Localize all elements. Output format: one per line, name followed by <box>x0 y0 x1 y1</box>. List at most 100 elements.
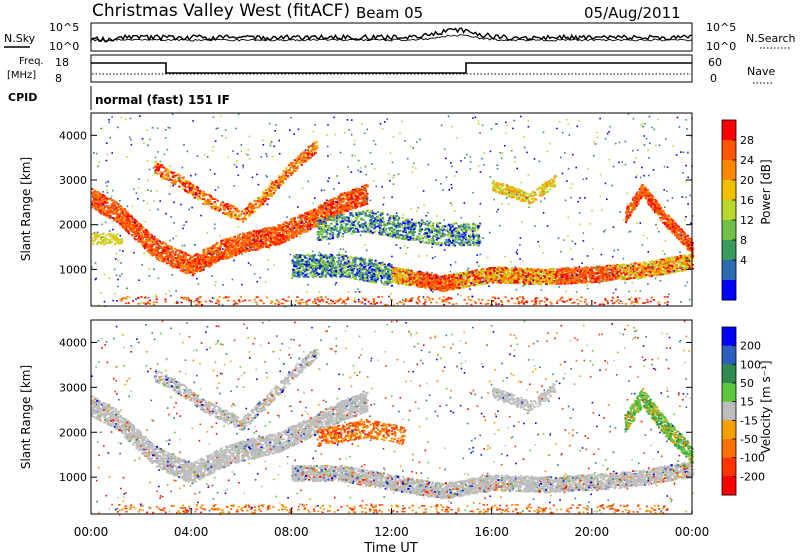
range-cell <box>366 203 368 205</box>
range-cell <box>133 223 135 225</box>
range-cell <box>316 217 318 219</box>
range-cell <box>180 270 182 272</box>
freq-panel-frame <box>91 55 692 82</box>
range-cell <box>288 223 290 225</box>
range-cell <box>334 203 336 205</box>
range-cell <box>122 218 124 220</box>
range-cell <box>148 238 150 240</box>
range-cell <box>216 242 218 244</box>
range-cell <box>333 207 335 209</box>
range-cell <box>91 207 93 209</box>
range-cell <box>266 244 268 246</box>
range-cell <box>158 260 160 262</box>
nsearch-label: N.Search <box>746 32 796 45</box>
range-cell <box>201 262 203 264</box>
range-cell <box>363 187 365 189</box>
cpid-panel: CPID normal (fast) 151 IF <box>8 86 230 110</box>
range-cell <box>115 207 117 209</box>
radar-summary-plot: Christmas Valley West (fitACF) Beam 05 0… <box>0 0 800 554</box>
range-cell <box>226 238 228 240</box>
range-cell <box>339 195 341 197</box>
range-cell <box>311 224 313 226</box>
range-cell <box>232 238 234 240</box>
range-cell <box>298 220 300 222</box>
range-cell <box>113 220 115 222</box>
noise-panel: N.Sky 10^5 10^0 10^5 10^0 N.Search <box>4 21 796 53</box>
range-cell <box>300 230 302 232</box>
nave-label: Nave <box>747 65 775 78</box>
range-cell <box>281 242 283 244</box>
noise-right-tick-low: 10^0 <box>706 40 736 53</box>
range-cell <box>103 213 105 215</box>
freq-tick-high: 18 <box>55 56 69 69</box>
date-label: 05/Aug/2011 <box>584 4 681 22</box>
range-cell <box>335 205 337 207</box>
range-cell <box>156 238 158 240</box>
range-cell <box>198 260 200 262</box>
range-cell <box>294 221 296 223</box>
range-cell <box>174 248 176 250</box>
power-cells <box>91 113 694 308</box>
noise-right-tick-high: 10^5 <box>706 21 736 34</box>
range-cell <box>361 186 363 188</box>
range-cell <box>258 232 260 234</box>
range-cell <box>366 193 368 195</box>
range-cell <box>246 232 248 234</box>
range-cell <box>342 200 344 202</box>
range-cell <box>200 257 202 259</box>
range-cell <box>341 193 343 195</box>
freq-trace <box>91 63 692 73</box>
range-cell <box>129 214 131 216</box>
range-cell <box>286 226 288 228</box>
range-cell <box>203 255 205 257</box>
range-cell <box>223 253 225 255</box>
range-cell <box>277 242 279 244</box>
range-cell <box>278 244 280 246</box>
range-cell <box>206 248 208 250</box>
nave-tick-high: 60 <box>708 56 722 69</box>
range-cell <box>134 228 136 230</box>
range-cell <box>313 211 315 213</box>
range-cell <box>91 188 93 190</box>
range-cell <box>235 247 237 249</box>
range-cell <box>251 249 253 251</box>
range-cell <box>96 191 98 193</box>
range-cell <box>138 233 140 235</box>
range-cell <box>333 197 335 199</box>
range-cell <box>155 246 157 248</box>
range-cell <box>121 225 123 227</box>
freq-label-2: [MHz] <box>7 70 36 81</box>
range-cell <box>265 241 267 243</box>
range-cell <box>196 266 198 268</box>
range-cell <box>257 235 259 237</box>
range-cell <box>289 221 291 223</box>
cpid-text: normal (fast) 151 IF <box>95 93 230 107</box>
range-cell <box>247 235 249 237</box>
range-cell <box>115 213 117 215</box>
freq-tick-low: 8 <box>55 72 62 85</box>
freq-panel: Freq. [MHz] 18 8 60 0 Nave <box>7 55 775 85</box>
nave-tick-low: 0 <box>710 72 717 85</box>
range-cell <box>359 206 361 208</box>
range-cell <box>297 217 299 219</box>
noise-left-tick-high: 10^5 <box>49 21 79 34</box>
range-cell <box>355 192 357 194</box>
range-cell <box>348 209 350 211</box>
range-cell <box>214 247 216 249</box>
range-cell <box>291 226 293 228</box>
range-cell <box>161 241 163 243</box>
nsky-label: N.Sky <box>4 32 36 45</box>
cpid-label: CPID <box>8 91 37 104</box>
range-cell <box>112 210 114 212</box>
beam-label: Beam 05 <box>356 4 423 22</box>
range-cell <box>107 216 109 218</box>
plot-title: Christmas Valley West (fitACF) <box>92 1 350 21</box>
range-cell <box>268 246 270 248</box>
freq-label-1: Freq. <box>19 56 44 67</box>
noise-left-tick-low: 10^0 <box>49 40 79 53</box>
range-cell <box>229 237 231 239</box>
range-cell <box>247 239 249 241</box>
range-cell <box>351 209 353 211</box>
range-cell <box>121 207 123 209</box>
